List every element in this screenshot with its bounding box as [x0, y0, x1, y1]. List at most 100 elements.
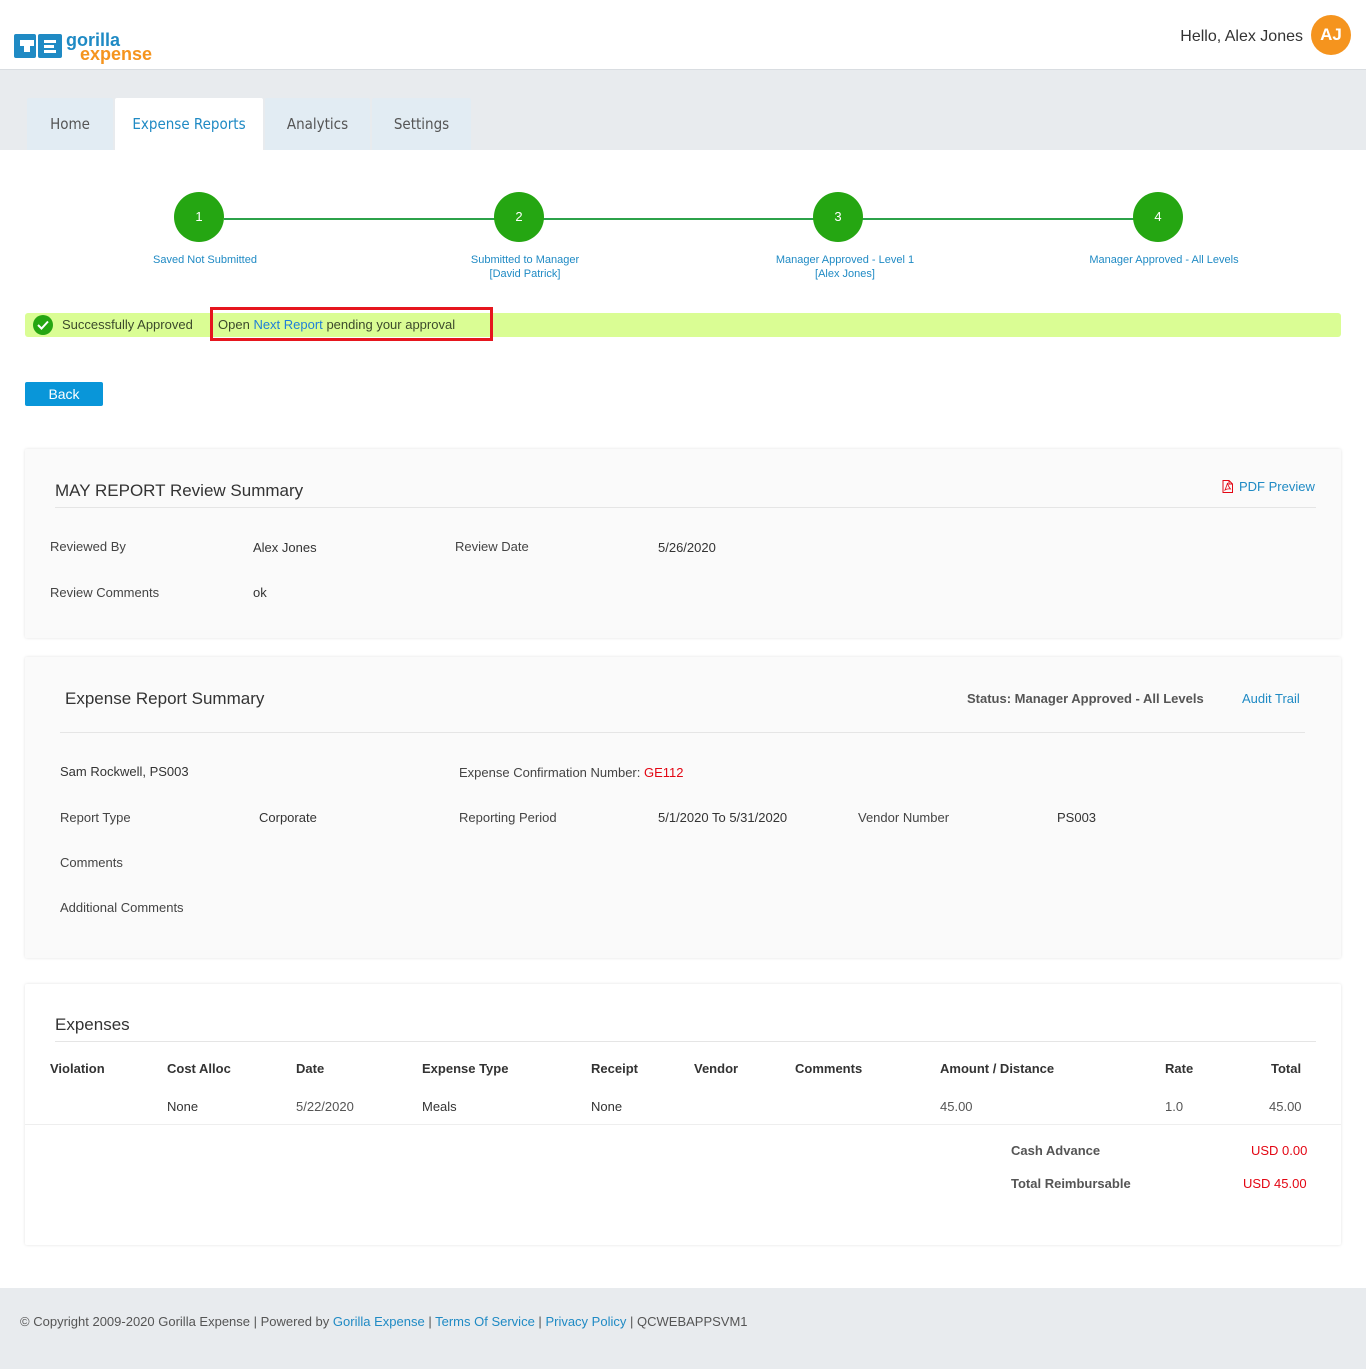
step-2-label: Submitted to Manager [David Patrick]: [425, 253, 625, 281]
step-3-title: Manager Approved - Level 1: [775, 254, 915, 266]
next-report-prompt: Open Next Report pending your approval: [218, 317, 455, 332]
step-2-person: [David Patrick]: [489, 268, 561, 280]
svg-text:expense: expense: [80, 44, 152, 64]
cash-advance-value: USD 0.00: [1251, 1143, 1308, 1158]
user-greeting: Hello, Alex Jones: [1180, 28, 1303, 45]
pdf-file-icon: [1222, 480, 1233, 496]
footer-separator: |: [428, 1314, 432, 1329]
step-2-circle: 2: [494, 192, 544, 242]
back-button[interactable]: Back: [25, 382, 103, 406]
review-summary-title: MAY REPORT Review Summary: [55, 481, 304, 500]
powered-by-text: Powered by: [260, 1314, 330, 1329]
step-1-circle: 1: [174, 192, 224, 242]
col-receipt: Receipt: [591, 1061, 638, 1076]
pdf-preview-label: PDF Preview: [1239, 479, 1315, 494]
step-4-label: Manager Approved - All Levels: [1064, 253, 1264, 267]
review-date-label: Review Date: [455, 539, 529, 554]
footer-separator: |: [629, 1314, 634, 1329]
step-4-title: Manager Approved - All Levels: [1089, 254, 1239, 266]
col-comments: Comments: [795, 1061, 863, 1076]
avatar[interactable]: AJ: [1311, 15, 1351, 55]
step-3-label: Manager Approved - Level 1 [Alex Jones]: [745, 253, 945, 281]
gorilla-expense-link[interactable]: Gorilla Expense: [332, 1314, 425, 1329]
pending-text: pending your approval: [326, 317, 456, 332]
step-2-title: Submitted to Manager: [470, 254, 580, 266]
confirmation-number-value: GE112: [643, 765, 684, 780]
review-comments-label: Review Comments: [50, 585, 160, 600]
privacy-policy-link[interactable]: Privacy Policy: [545, 1314, 627, 1329]
report-status: Status: Manager Approved - All Levels: [967, 691, 1204, 706]
server-name: QCWEBAPPSVM1: [637, 1314, 748, 1329]
step-1-title: Saved Not Submitted: [153, 254, 257, 266]
footer-text: © Copyright 2009-2020 Gorilla Expense | …: [20, 1314, 748, 1329]
report-type-value: Corporate: [259, 810, 317, 825]
tab-settings[interactable]: Settings: [372, 98, 471, 150]
cell-rate: 1.0: [1165, 1099, 1184, 1114]
step-1-label: Saved Not Submitted: [105, 253, 305, 267]
tab-expense-reports[interactable]: Expense Reports: [115, 98, 263, 150]
employee-name: Sam Rockwell, PS003: [60, 764, 189, 779]
success-alert: Successfully Approved: [25, 313, 1341, 337]
confirmation-number-label: Expense Confirmation Number:: [459, 765, 641, 780]
review-divider: [55, 507, 1316, 508]
expense-report-summary-card: Expense Report Summary Status: Manager A…: [25, 657, 1341, 958]
col-expense-type: Expense Type: [422, 1061, 509, 1076]
cash-advance-label: Cash Advance: [1011, 1143, 1101, 1158]
success-message: Successfully Approved: [62, 317, 193, 332]
additional-comments-label: Additional Comments: [60, 900, 184, 915]
expenses-divider: [55, 1041, 1316, 1042]
review-date-value: 5/26/2020: [658, 540, 716, 555]
open-text: Open: [218, 317, 250, 332]
reviewed-by-value: Alex Jones: [253, 540, 317, 555]
svg-text:gorilla: gorilla: [66, 30, 121, 50]
confirmation-number-field: Expense Confirmation Number: GE112: [459, 765, 684, 780]
vendor-number-label: Vendor Number: [858, 810, 950, 825]
report-type-label: Report Type: [60, 810, 131, 825]
terms-of-service-link[interactable]: Terms Of Service: [435, 1314, 535, 1329]
comments-label: Comments: [60, 855, 123, 870]
copyright-icon: ©: [20, 1314, 30, 1329]
reviewed-by-label: Reviewed By: [50, 539, 126, 554]
top-header: gorilla expense Hello, Alex Jones AJ: [0, 0, 1366, 70]
cell-receipt: None: [591, 1099, 623, 1114]
check-circle-icon: [33, 315, 53, 335]
reporting-period-value: 5/1/2020 To 5/31/2020: [658, 810, 788, 825]
vendor-number-value: PS003: [1057, 810, 1097, 825]
tab-home[interactable]: Home: [27, 98, 113, 150]
page-footer: © Copyright 2009-2020 Gorilla Expense | …: [0, 1288, 1366, 1369]
col-cost-alloc: Cost Alloc: [167, 1061, 231, 1076]
col-violation: Violation: [50, 1061, 105, 1076]
col-total: Total: [1271, 1061, 1302, 1076]
tab-analytics[interactable]: Analytics: [265, 98, 370, 150]
footer-separator: |: [538, 1314, 542, 1329]
cell-total: 45.00: [1269, 1099, 1302, 1114]
col-date: Date: [296, 1061, 325, 1076]
total-reimbursable-value: USD 45.00: [1243, 1176, 1307, 1191]
step-3-person: [Alex Jones]: [815, 268, 875, 280]
row-divider: [25, 1124, 1341, 1125]
review-summary-card: MAY REPORT Review Summary PDF Preview Re…: [25, 449, 1341, 638]
reporting-period-label: Reporting Period: [459, 810, 557, 825]
pdf-preview-link[interactable]: PDF Preview: [1222, 479, 1315, 496]
gorilla-expense-logo[interactable]: gorilla expense: [14, 30, 164, 70]
summary-divider: [60, 732, 1305, 733]
stepper-line: [224, 218, 1134, 220]
audit-trail-link[interactable]: Audit Trail: [1242, 691, 1300, 706]
main-tab-bar: Home Expense Reports Analytics Settings: [0, 70, 1366, 150]
cell-date: 5/22/2020: [296, 1099, 354, 1114]
next-report-highlight: [210, 307, 493, 341]
review-comments-value: ok: [253, 585, 267, 600]
total-reimbursable-label: Total Reimbursable: [1011, 1176, 1131, 1191]
cell-expense-type-link[interactable]: Meals: [422, 1099, 457, 1114]
step-3-circle: 3: [813, 192, 863, 242]
next-report-link[interactable]: Next Report: [253, 317, 323, 332]
col-amount-distance: Amount / Distance: [940, 1061, 1055, 1076]
expenses-card: Expenses Violation Cost Alloc Date Expen…: [25, 984, 1341, 1245]
copyright-text: Copyright 2009-2020 Gorilla Expense |: [33, 1314, 258, 1329]
cell-amount: 45.00: [940, 1099, 973, 1114]
col-vendor: Vendor: [694, 1061, 739, 1076]
col-rate: Rate: [1165, 1061, 1194, 1076]
step-4-circle: 4: [1133, 192, 1183, 242]
cell-cost-alloc: None: [167, 1099, 199, 1114]
expense-summary-title: Expense Report Summary: [65, 689, 265, 708]
